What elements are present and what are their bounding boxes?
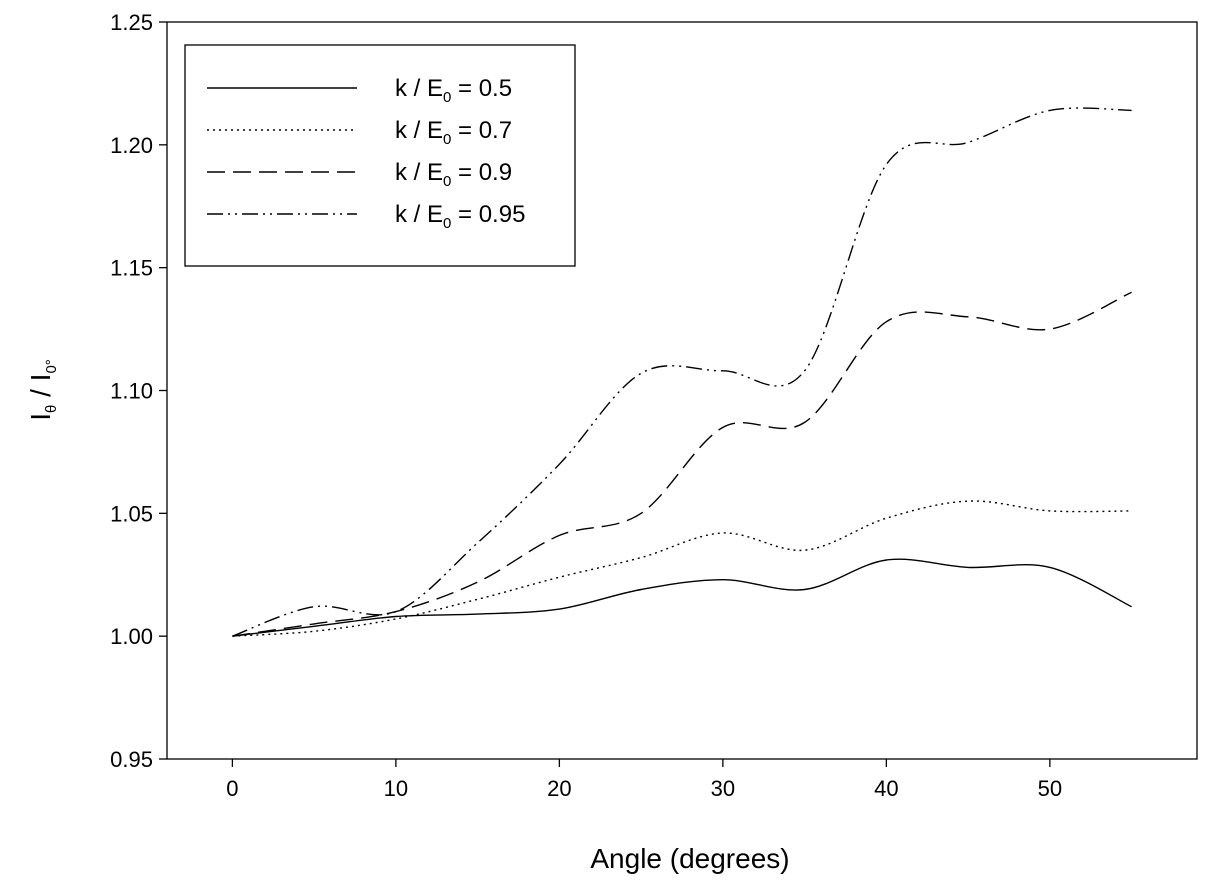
y-axis-title: Iθ / I0° (25, 359, 60, 421)
legend-label-2: k / E0 = 0.7 (395, 117, 512, 148)
series-lines (232, 107, 1132, 637)
y-axis: 0.95 1.00 1.05 1.10 1.15 1.20 1.25 (110, 10, 167, 772)
y-tick-label: 1.00 (110, 624, 153, 649)
legend-label-3: k / E0 = 0.9 (395, 159, 512, 190)
x-tick-label: 20 (547, 776, 571, 801)
y-tick-label: 1.10 (110, 379, 153, 404)
x-tick-label: 40 (874, 776, 898, 801)
legend-items: k / E0 = 0.5 k / E0 = 0.7 k / E0 = 0.9 k / … (207, 75, 525, 232)
y-tick-label: 0.95 (110, 747, 153, 772)
legend-label-1: k / E0 = 0.5 (395, 75, 512, 106)
x-tick-label: 30 (711, 776, 735, 801)
legend-box (184, 44, 576, 267)
x-axis: 0 10 20 30 40 50 (226, 759, 1062, 801)
x-tick-label: 0 (226, 776, 238, 801)
legend: k / E0 = 0.5 k / E0 = 0.7 k / E0 = 0.9 k / … (184, 44, 576, 267)
legend-label-4: k / E0 = 0.95 (395, 201, 525, 232)
y-tick-label: 1.15 (110, 256, 153, 281)
series-line-3 (232, 291, 1132, 637)
series-line-1 (232, 558, 1132, 637)
y-tick-label: 1.20 (110, 133, 153, 158)
x-tick-label: 50 (1038, 776, 1062, 801)
y-tick-label: 1.25 (110, 10, 153, 35)
series-line-2 (232, 500, 1132, 637)
series-line-4 (232, 107, 1132, 637)
x-axis-title: Angle (degrees) (590, 843, 789, 874)
x-tick-label: 10 (384, 776, 408, 801)
y-tick-label: 1.05 (110, 501, 153, 526)
